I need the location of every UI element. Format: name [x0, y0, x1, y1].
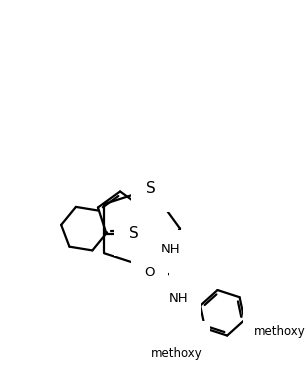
Text: O: O	[186, 334, 197, 347]
Text: S: S	[129, 226, 139, 241]
Text: NH: NH	[168, 292, 188, 305]
Text: O: O	[256, 319, 267, 332]
Text: O: O	[183, 256, 193, 269]
Text: methoxy: methoxy	[254, 325, 306, 338]
Text: O: O	[144, 265, 155, 279]
Text: NH: NH	[161, 243, 180, 256]
Text: methoxy: methoxy	[151, 347, 203, 360]
Text: S: S	[146, 181, 156, 196]
